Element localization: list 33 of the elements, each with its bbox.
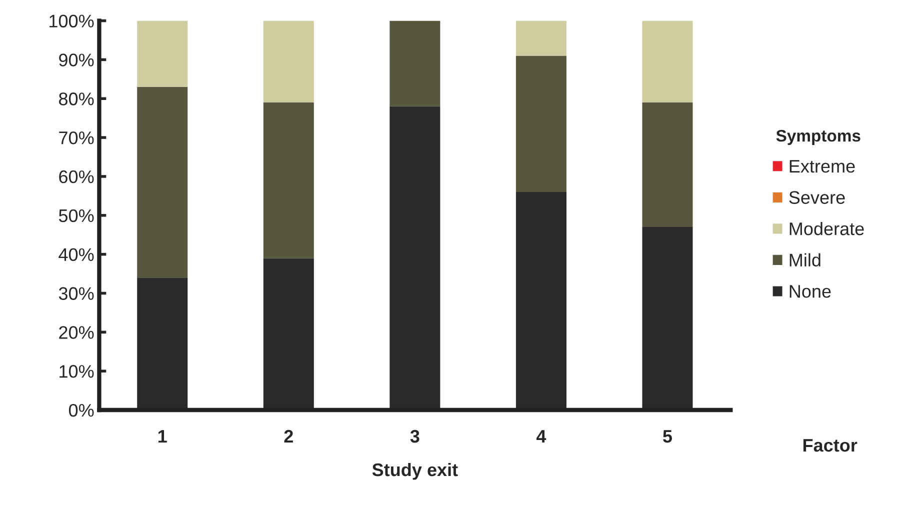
- y-tick-label: 70%: [59, 131, 94, 144]
- y-tick-label: 60%: [59, 170, 94, 184]
- y-tick-label: 80%: [59, 92, 94, 106]
- bar: [642, 20, 693, 103]
- legend-label: None: [790, 285, 831, 298]
- bar: [263, 102, 314, 258]
- bar: [390, 20, 440, 106]
- y-tick-label: 100%: [50, 14, 94, 28]
- bar: [642, 102, 693, 228]
- bar: [263, 20, 314, 103]
- y-tick-label: 30%: [58, 287, 94, 300]
- bar: [516, 20, 566, 56]
- bar: [516, 56, 566, 192]
- x-tick-label: 2: [284, 430, 293, 443]
- x-tick-label: 4: [536, 430, 546, 443]
- legend-label: Moderate: [790, 222, 864, 236]
- y-tick-label: 40%: [58, 248, 94, 262]
- x-tick-label: 5: [663, 430, 672, 443]
- legend-label: Severe: [789, 191, 845, 204]
- text: Factor: [803, 439, 858, 452]
- legend-label: Mild: [790, 253, 820, 266]
- y-tick-label: 90%: [59, 54, 94, 66]
- y-tick-label: 0%: [68, 404, 94, 417]
- y-tick-label: 50%: [58, 209, 94, 222]
- x-tick-label: 1: [158, 430, 167, 443]
- legend-label: Extreme: [790, 160, 855, 173]
- legend-title: Symptoms: [776, 130, 860, 145]
- y-tick-label: 20%: [59, 326, 94, 339]
- bar: [137, 86, 188, 278]
- bar: [137, 20, 188, 87]
- y-tick-label: 10%: [60, 365, 94, 378]
- x-axis-title: Study exit: [372, 462, 458, 480]
- x-tick-label: 3: [410, 430, 420, 443]
